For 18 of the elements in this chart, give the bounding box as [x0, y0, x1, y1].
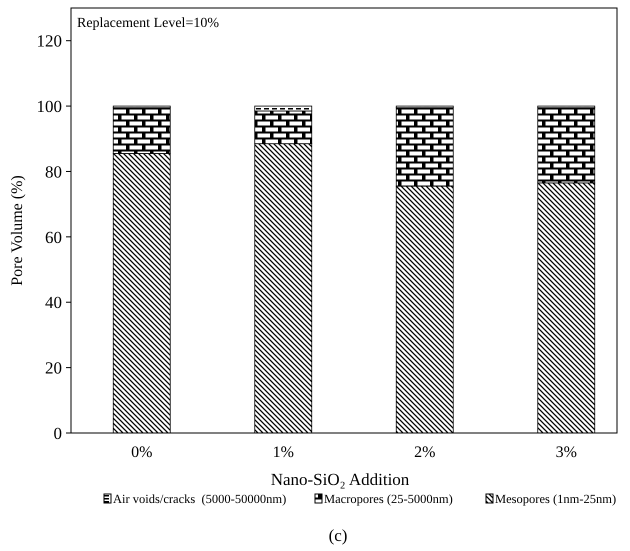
legend-label: Mesopores (1nm-25nm) [495, 492, 616, 506]
y-tick-label: 120 [36, 32, 62, 51]
x-axis-title: Nano-SiO₂ Addition [270, 470, 410, 489]
y-tick-label: 100 [36, 97, 62, 116]
y-tick-label: 80 [45, 162, 62, 182]
x-tick-label: 2% [414, 444, 436, 461]
y-tick-label: 20 [45, 358, 62, 378]
text: (c) [328, 526, 348, 545]
x-tick-label: 1% [272, 444, 294, 461]
x-tick-label: 0% [131, 444, 152, 461]
y-axis-title: Pore Volume (%) [9, 175, 26, 286]
legend-label: Macropores (25-5000nm) [324, 492, 453, 506]
y-tick-label: 0 [54, 424, 62, 443]
y-tick-label: 40 [45, 293, 62, 312]
annotation: Replacement Level=10% [77, 16, 220, 31]
y-tick-label: 60 [45, 228, 62, 247]
legend-label: Air voids/cracks (5000-50000nm) [113, 492, 286, 506]
x-tick-label: 3% [556, 444, 577, 461]
